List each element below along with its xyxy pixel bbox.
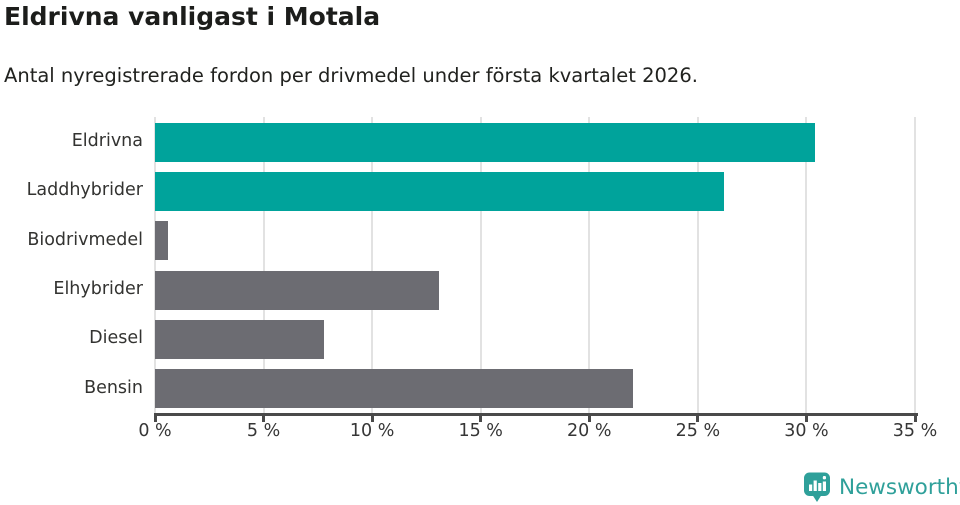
category-label: Laddhybrider [26,180,143,201]
x-axis-tick-label: 20 % [567,421,612,441]
newsworthy-logo[interactable]: Newsworthy [803,470,960,504]
bar-elhybrider [155,270,440,310]
bar-bensin [155,369,633,409]
gridline [154,117,156,413]
x-axis-tick [913,416,917,422]
gridline [805,117,808,413]
x-axis-tick-label: 15 % [458,421,503,441]
x-axis-tick-label: 5 % [246,421,281,441]
gridline [479,117,482,413]
x-axis-tick [479,416,483,422]
x-axis-tick-label: 25 % [675,421,721,441]
chart-subtitle: Antal nyregistrerade fordon per drivmede… [4,64,698,87]
chart-title: Eldrivna vanligast i Motala [4,2,381,31]
gridline [371,117,374,413]
bar-chart-speech-bubble-icon [804,472,830,502]
x-axis-line [154,413,918,416]
category-label: Elhybrider [53,279,143,299]
bar-diesel [155,319,325,359]
x-axis-tick-label: 10 % [349,421,395,441]
plot-area [154,117,917,413]
category-label: Biodrivmedel [27,229,143,250]
newsworthy-logo-text: Newsworthy [839,474,960,500]
x-axis-tick-label: 35 % [892,421,938,441]
gridline [914,117,916,413]
x-axis-tick [804,416,808,422]
bar-eldrivna [155,122,816,162]
gridline [696,117,699,413]
bar-biodrivmedel [155,221,169,261]
x-axis-tick [587,416,591,422]
x-axis-tick [370,416,374,422]
gridline [588,117,591,413]
category-label: Diesel [89,328,143,349]
category-label: Bensin [84,377,143,398]
x-axis-tick [262,416,266,422]
category-label: Eldrivna [71,131,143,151]
x-axis-tick-label: 0 % [138,421,172,441]
gridline [262,117,265,413]
x-axis-tick [153,416,157,422]
x-axis-tick-label: 30 % [784,421,829,441]
x-axis-tick [696,416,700,422]
bar-laddhybrider [155,171,724,211]
